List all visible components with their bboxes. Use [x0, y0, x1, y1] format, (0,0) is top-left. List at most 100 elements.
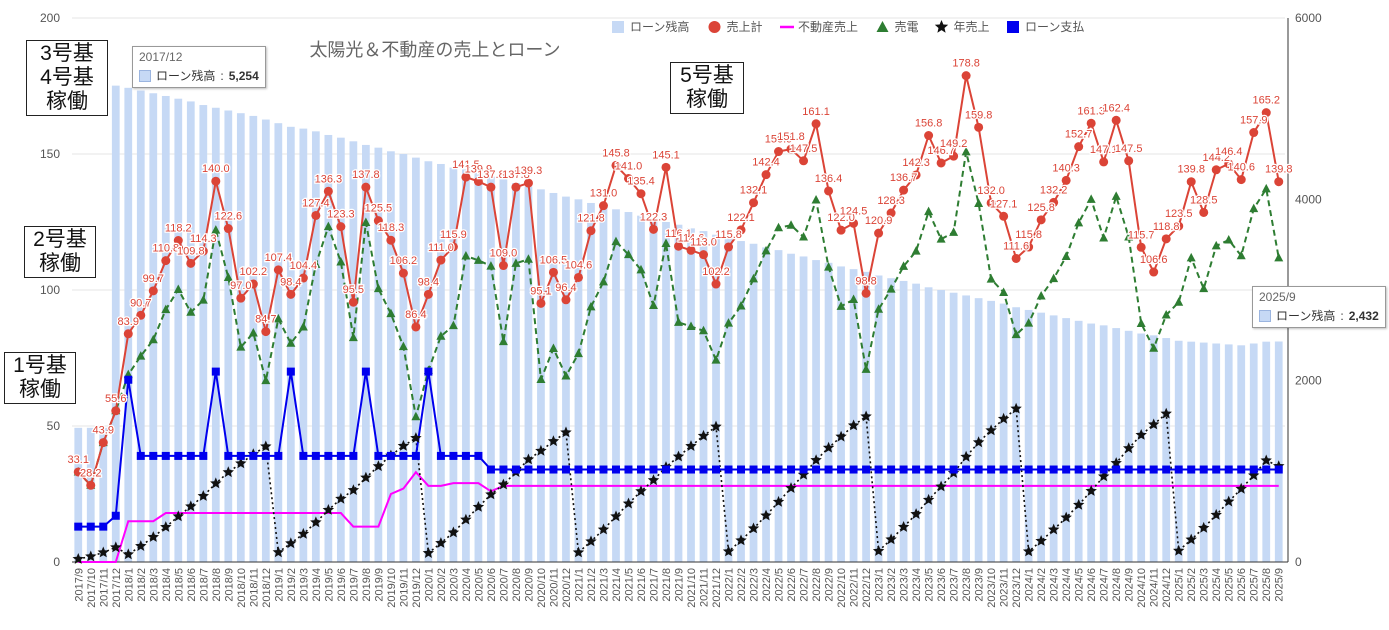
marker-loan-payment — [374, 451, 383, 460]
x-tick-label: 2022/9 — [824, 568, 836, 602]
annotation-unit2-line1: 2号基 — [33, 228, 87, 251]
marker-loan-payment — [611, 465, 620, 474]
data-label-sales-total: 98.4 — [280, 276, 301, 288]
data-label-sales-total: 107.4 — [265, 252, 293, 264]
marker-power — [836, 301, 846, 310]
marker-loan-payment — [687, 465, 696, 474]
bar-loan-balance — [824, 262, 833, 562]
bar-loan-balance — [749, 243, 758, 562]
bar-loan-balance — [499, 179, 508, 563]
annotation-unit1: 1号基 稼働 — [4, 352, 76, 404]
marker-power — [1111, 191, 1121, 200]
marker-sales-total — [1124, 156, 1134, 166]
marker-sales-total — [273, 265, 283, 275]
marker-sales-total — [1111, 115, 1121, 125]
data-label-sales-total: 104.4 — [290, 260, 318, 272]
tooltip-label: ローン残高 — [156, 69, 216, 83]
marker-power — [911, 246, 921, 255]
marker-loan-payment — [837, 465, 846, 474]
marker-sales-total — [1136, 242, 1146, 252]
x-tick-label: 2024/4 — [1061, 568, 1073, 602]
chart-title: 太陽光＆不動産の売上とローン — [309, 40, 560, 60]
marker-sales-total — [448, 242, 458, 252]
marker-power — [1124, 231, 1134, 241]
data-label-sales-total: 145.1 — [652, 149, 680, 161]
marker-power — [336, 256, 346, 266]
data-label-sales-total: 140.3 — [1052, 162, 1080, 174]
legend-swatch — [1007, 21, 1019, 33]
data-label-sales-total: 139.3 — [515, 165, 543, 177]
x-tick-label: 2020/5 — [473, 568, 485, 602]
marker-annual — [747, 522, 760, 534]
bar-loan-balance — [1137, 333, 1146, 562]
data-label-sales-total: 127.4 — [302, 197, 330, 209]
marker-loan-payment — [424, 367, 433, 376]
marker-loan-payment — [136, 451, 145, 460]
x-tick-label: 2017/10 — [86, 568, 98, 608]
x-tick-label: 2018/4 — [161, 568, 173, 602]
marker-power — [598, 276, 608, 286]
marker-power — [386, 308, 396, 318]
data-label-sales-total: 128.5 — [1190, 194, 1218, 206]
marker-annual — [1173, 544, 1185, 556]
marker-loan-payment — [999, 465, 1008, 474]
x-tick-label: 2025/2 — [1186, 568, 1198, 602]
y-left-tick-label: 0 — [53, 555, 60, 569]
marker-annual — [522, 453, 535, 465]
x-tick-label: 2023/12 — [1011, 568, 1023, 608]
x-tick-label: 2022/1 — [724, 568, 736, 602]
marker-loan-payment — [624, 465, 633, 474]
data-label-sales-total: 132.2 — [1040, 184, 1068, 196]
bar-loan-balance — [74, 427, 83, 562]
marker-loan-payment — [712, 465, 721, 474]
y-left-tick-label: 100 — [40, 283, 60, 297]
bar-loan-balance — [699, 231, 708, 563]
bar-loan-balance — [512, 183, 520, 562]
marker-loan-payment — [1174, 465, 1183, 474]
bar-loan-balance — [1024, 309, 1033, 562]
bar-loan-balance — [424, 161, 433, 562]
data-label-sales-total: 123.3 — [327, 209, 355, 221]
marker-sales-total — [511, 182, 521, 192]
marker-loan-payment — [74, 522, 83, 531]
marker-loan-payment — [461, 451, 470, 460]
marker-sales-total — [298, 273, 308, 283]
marker-power — [623, 249, 633, 259]
marker-loan-payment — [887, 465, 896, 474]
marker-loan-payment — [111, 511, 120, 520]
marker-loan-payment — [1062, 465, 1071, 474]
marker-power — [361, 217, 371, 227]
marker-power — [936, 234, 946, 243]
marker-sales-total — [148, 286, 158, 296]
marker-sales-total — [486, 182, 496, 192]
x-tick-label: 2021/3 — [598, 568, 610, 602]
marker-annual — [1098, 470, 1110, 482]
marker-loan-payment — [474, 451, 483, 460]
y-right-tick-label: 6000 — [1295, 11, 1322, 25]
legend-item: ローン残高 — [612, 19, 689, 34]
data-label-sales-total: 97.0 — [230, 280, 251, 292]
marker-sales-total — [286, 289, 296, 299]
marker-power — [273, 313, 283, 323]
marker-power — [961, 146, 971, 156]
legend-item: ローン支払 — [1007, 20, 1084, 34]
x-tick-label: 2022/10 — [836, 568, 848, 608]
marker-power — [1161, 310, 1171, 319]
data-label-sales-total: 95.1 — [530, 285, 551, 297]
marker-sales-total — [523, 178, 533, 188]
marker-annual — [697, 429, 710, 441]
marker-annual — [410, 432, 422, 443]
marker-sales-total — [736, 225, 746, 235]
data-label-sales-total: 161.3 — [1077, 105, 1105, 117]
bar-loan-balance — [374, 147, 383, 563]
marker-loan-payment — [937, 465, 946, 474]
data-label-sales-total: 136.4 — [815, 173, 843, 185]
marker-sales-total — [824, 186, 834, 196]
x-tick-label: 2024/7 — [1099, 568, 1111, 602]
marker-power — [774, 222, 784, 232]
marker-power — [523, 254, 533, 263]
bar-loan-balance — [199, 105, 208, 562]
marker-sales-total — [436, 255, 446, 265]
data-label-sales-total: 152.7 — [1065, 129, 1093, 141]
marker-annual — [197, 490, 209, 501]
